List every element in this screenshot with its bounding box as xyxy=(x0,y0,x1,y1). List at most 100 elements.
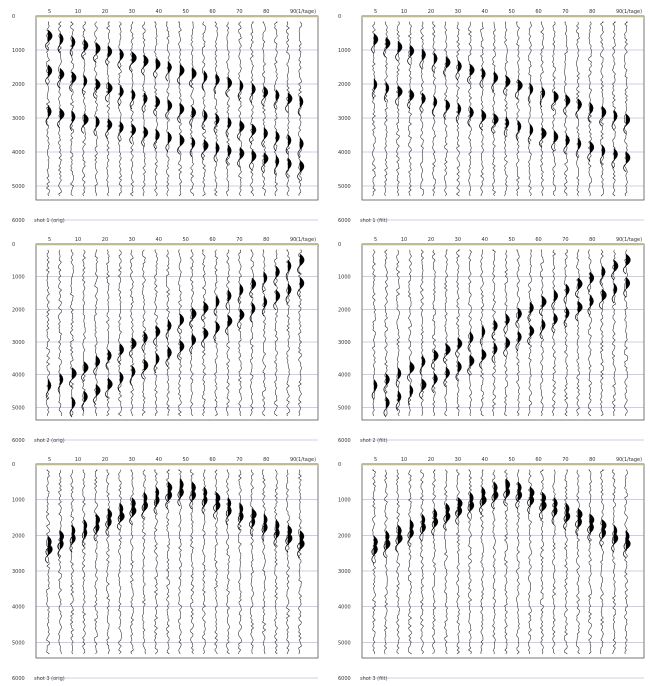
x-tick-label: 30 xyxy=(129,9,135,15)
y-tick-label: 0 xyxy=(338,242,341,248)
unit-label: (1/tage) xyxy=(296,237,316,243)
y-tick-label: 2000 xyxy=(338,82,351,88)
panel-bottom-right: 0 1000 2000 3000 4000 5000 6000 5 10 20 30 40 50 60 70… xyxy=(328,452,648,684)
panel-caption: shot 3 (orig) xyxy=(34,676,65,682)
x-tick-label: 80 xyxy=(589,9,595,15)
x-tick-label: 40 xyxy=(482,457,488,463)
x-tick-label: 50 xyxy=(182,9,188,15)
x-tick-label: 70 xyxy=(236,9,242,15)
x-tick-label: 80 xyxy=(263,237,269,243)
x-tick-label: 50 xyxy=(508,9,514,15)
seismic-gather-chart: 01000200030004000500060005 10 20 30 40 50 60 70… xyxy=(2,4,322,226)
x-tick-label: 10 xyxy=(75,457,81,463)
unit-label: (1/tage) xyxy=(622,237,642,243)
x-tick-label: 5 xyxy=(374,237,377,243)
x-tick-label: 60 xyxy=(209,237,215,243)
x-tick-label: 70 xyxy=(236,237,242,243)
y-tick-label: 1000 xyxy=(12,498,25,504)
x-tick-label: 40 xyxy=(482,9,488,15)
x-tick-label: 50 xyxy=(182,237,188,243)
y-tick-label: 6000 xyxy=(338,676,351,682)
y-tick-label: 3000 xyxy=(12,116,25,122)
y-tick-label: 3000 xyxy=(338,569,351,575)
seismic-gather-chart: 01000200030004000500060005 10 20 30 40 50 60 70… xyxy=(2,452,322,684)
y-tick-label: 1000 xyxy=(12,275,25,281)
x-tick-label: 30 xyxy=(455,237,461,243)
y-tick-label: 2000 xyxy=(338,307,351,313)
panel-bottom-left: 0 1000 2000 3000 4000 5000 6000 5 10 20 30 40 50 60 70… xyxy=(2,452,322,684)
y-tick-label: 0 xyxy=(12,462,15,468)
y-tick-label: 5000 xyxy=(338,405,351,411)
y-tick-label: 0 xyxy=(12,14,15,20)
x-tick-label: 20 xyxy=(428,237,434,243)
x-tick-label: 30 xyxy=(129,237,135,243)
y-tick-label: 4000 xyxy=(12,373,25,379)
y-tick-label: 4000 xyxy=(338,150,351,156)
x-tick-label: 30 xyxy=(129,457,135,463)
plot-frame xyxy=(362,16,644,200)
x-tick-label: 80 xyxy=(589,457,595,463)
x-tick-label: 80 xyxy=(589,237,595,243)
y-tick-label: 6000 xyxy=(12,676,25,682)
x-tick-label: 60 xyxy=(535,457,541,463)
panel-top-right: 0 1000 2000 3000 4000 5000 6000 5 10 20 30 40 50 60 70… xyxy=(328,4,648,226)
x-tick-label: 40 xyxy=(156,457,162,463)
y-tick-label: 6000 xyxy=(338,438,351,444)
x-tick-label: 30 xyxy=(455,457,461,463)
x-tick-label: 10 xyxy=(401,457,407,463)
unit-label: (1/tage) xyxy=(296,9,316,15)
x-tick-label: 5 xyxy=(48,237,51,243)
x-tick-label: 80 xyxy=(263,9,269,15)
x-tick-label: 20 xyxy=(428,457,434,463)
y-tick-label: 0 xyxy=(338,462,341,468)
y-tick-label: 3000 xyxy=(338,116,351,122)
x-tick-label: 40 xyxy=(482,237,488,243)
panel-caption: shot 1 (filt) xyxy=(360,218,388,224)
y-tick-label: 5000 xyxy=(338,640,351,646)
x-tick-label: 20 xyxy=(102,237,108,243)
x-tick-label: 20 xyxy=(102,9,108,15)
y-tick-label: 2000 xyxy=(338,533,351,539)
y-tick-label: 3000 xyxy=(338,340,351,346)
x-tick-label: 10 xyxy=(75,237,81,243)
plot-frame xyxy=(36,244,318,420)
x-tick-label: 40 xyxy=(156,237,162,243)
y-tick-label: 6000 xyxy=(12,438,25,444)
seismic-gather-chart: 01000200030004000500060005 10 20 30 40 50 60 70… xyxy=(328,452,648,684)
x-tick-label: 5 xyxy=(48,457,51,463)
x-tick-label: 60 xyxy=(535,9,541,15)
seismic-gather-chart: 01000200030004000500060005 10 20 30 40 50 60 70… xyxy=(328,232,648,446)
x-tick-label: 50 xyxy=(182,457,188,463)
y-tick-label: 6000 xyxy=(12,218,25,224)
x-tick-label: 20 xyxy=(428,9,434,15)
x-tick-label: 60 xyxy=(209,9,215,15)
y-tick-label: 4000 xyxy=(12,150,25,156)
y-tick-label: 2000 xyxy=(12,533,25,539)
y-tick-label: 5000 xyxy=(12,640,25,646)
x-tick-label: 5 xyxy=(374,9,377,15)
y-tick-label: 6000 xyxy=(338,218,351,224)
x-tick-label: 50 xyxy=(508,237,514,243)
y-tick-label: 1000 xyxy=(338,275,351,281)
y-tick-label: 0 xyxy=(12,242,15,248)
y-tick-label: 3000 xyxy=(12,340,25,346)
x-tick-label: 20 xyxy=(102,457,108,463)
y-tick-label: 2000 xyxy=(12,307,25,313)
unit-label: (1/tage) xyxy=(622,9,642,15)
x-tick-label: 70 xyxy=(562,237,568,243)
panel-caption: shot 3 (filt) xyxy=(360,676,388,682)
x-tick-label: 50 xyxy=(508,457,514,463)
y-tick-label: 5000 xyxy=(338,184,351,190)
x-tick-label: 70 xyxy=(562,457,568,463)
panel-caption: shot 2 (orig) xyxy=(34,438,65,444)
y-tick-label: 5000 xyxy=(12,405,25,411)
x-tick-label: 10 xyxy=(401,237,407,243)
unit-label: (1/tage) xyxy=(296,457,316,463)
x-tick-label: 70 xyxy=(236,457,242,463)
y-tick-label: 3000 xyxy=(12,569,25,575)
x-tick-label: 30 xyxy=(455,9,461,15)
x-tick-label: 80 xyxy=(263,457,269,463)
y-tick-label: 0 xyxy=(338,14,341,20)
y-tick-label: 4000 xyxy=(338,605,351,611)
panel-middle-left: 0 1000 2000 3000 4000 5000 6000 5 10 20 30 40 50 60 70… xyxy=(2,232,322,446)
